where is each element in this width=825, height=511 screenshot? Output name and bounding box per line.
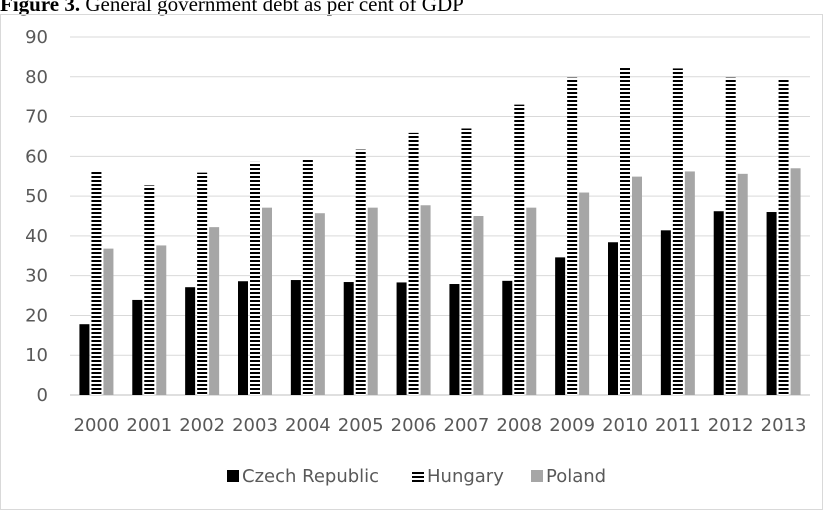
bar-czech-republic <box>713 211 724 395</box>
bar-hungary <box>250 161 260 395</box>
bar-poland <box>790 168 801 395</box>
x-tick-label: 2006 <box>391 415 437 436</box>
bar-poland <box>314 213 325 395</box>
legend: Czech Republic Hungary Poland <box>227 466 606 487</box>
chart-frame <box>0 14 823 510</box>
bar-hungary <box>725 77 736 395</box>
figure-caption-text: General government debt as per cent of G… <box>80 0 464 16</box>
y-tick-label: 10 <box>25 345 48 366</box>
bar-poland <box>103 248 114 395</box>
y-tick-label: 60 <box>25 146 48 167</box>
y-tick-label: 90 <box>25 27 48 48</box>
bar-hungary <box>302 158 313 395</box>
bar-poland <box>526 207 537 395</box>
x-tick-label: 2003 <box>232 415 278 436</box>
bar-hungary <box>620 68 630 395</box>
bar-hungary <box>91 171 102 395</box>
bar-czech-republic <box>79 324 90 395</box>
legend-label: Poland <box>546 466 606 487</box>
bar-hungary <box>567 77 578 395</box>
x-tick-label: 2000 <box>74 415 120 436</box>
bar-czech-republic <box>290 280 301 395</box>
bar-poland <box>684 171 695 395</box>
bar-poland <box>632 176 642 395</box>
x-tick-label: 2008 <box>496 415 542 436</box>
x-tick-label: 2010 <box>602 415 648 436</box>
bar-czech-republic <box>555 257 566 395</box>
x-tick-label: 2012 <box>708 415 754 436</box>
figure-caption: Figure 3. General government debt as per… <box>0 0 825 16</box>
gridlines <box>70 36 810 396</box>
bar-poland <box>367 207 378 395</box>
bar-hungary <box>408 132 419 395</box>
bar-czech-republic <box>132 299 143 395</box>
bar-czech-republic <box>660 230 671 395</box>
legend-label: Czech Republic <box>242 466 379 487</box>
bars <box>79 68 801 396</box>
bar-hungary <box>461 128 472 395</box>
bar-czech-republic <box>185 287 196 395</box>
y-tick-label: 30 <box>25 266 48 287</box>
bar-czech-republic <box>502 280 513 395</box>
y-axis-ticks: 0 10 20 30 40 50 60 70 80 90 <box>25 27 48 406</box>
bar-czech-republic <box>766 212 777 395</box>
bar-poland <box>420 205 431 395</box>
legend-swatch <box>412 470 424 482</box>
y-tick-label: 50 <box>25 186 48 207</box>
bar-czech-republic <box>449 284 460 395</box>
x-axis-ticks: 2000 2001 2002 2003 2004 2005 2006 2007 2008 2009… <box>74 415 807 436</box>
bar-czech-republic <box>608 242 618 395</box>
legend-swatch <box>227 470 239 482</box>
x-tick-label: 2001 <box>126 415 172 436</box>
y-tick-label: 70 <box>25 107 48 128</box>
bar-poland <box>737 173 748 395</box>
x-tick-label: 2013 <box>761 415 807 436</box>
y-tick-label: 20 <box>25 305 48 326</box>
bar-poland <box>579 192 590 395</box>
bar-hungary <box>197 172 208 395</box>
bar-hungary <box>778 79 789 396</box>
x-tick-label: 2002 <box>179 415 225 436</box>
figure-caption-lead: Figure 3. <box>0 0 81 16</box>
bar-poland <box>209 227 220 395</box>
x-tick-label: 2004 <box>285 415 331 436</box>
x-tick-label: 2007 <box>444 415 490 436</box>
bar-poland <box>262 207 272 395</box>
x-tick-label: 2005 <box>338 415 384 436</box>
y-tick-label: 80 <box>25 67 48 88</box>
bar-hungary <box>355 149 366 395</box>
bar-czech-republic <box>343 282 354 395</box>
bar-poland <box>156 245 167 395</box>
bar-hungary <box>144 185 155 395</box>
bar-poland <box>473 216 484 395</box>
x-tick-label: 2011 <box>655 415 701 436</box>
bar-hungary <box>514 104 525 395</box>
bar-hungary <box>672 68 683 396</box>
y-tick-label: 0 <box>37 385 48 406</box>
bar-czech-republic <box>396 282 407 395</box>
legend-swatch <box>531 470 543 482</box>
legend-label: Hungary <box>427 466 504 487</box>
bar-czech-republic <box>238 281 248 395</box>
x-tick-label: 2009 <box>549 415 595 436</box>
y-tick-label: 40 <box>25 226 48 247</box>
